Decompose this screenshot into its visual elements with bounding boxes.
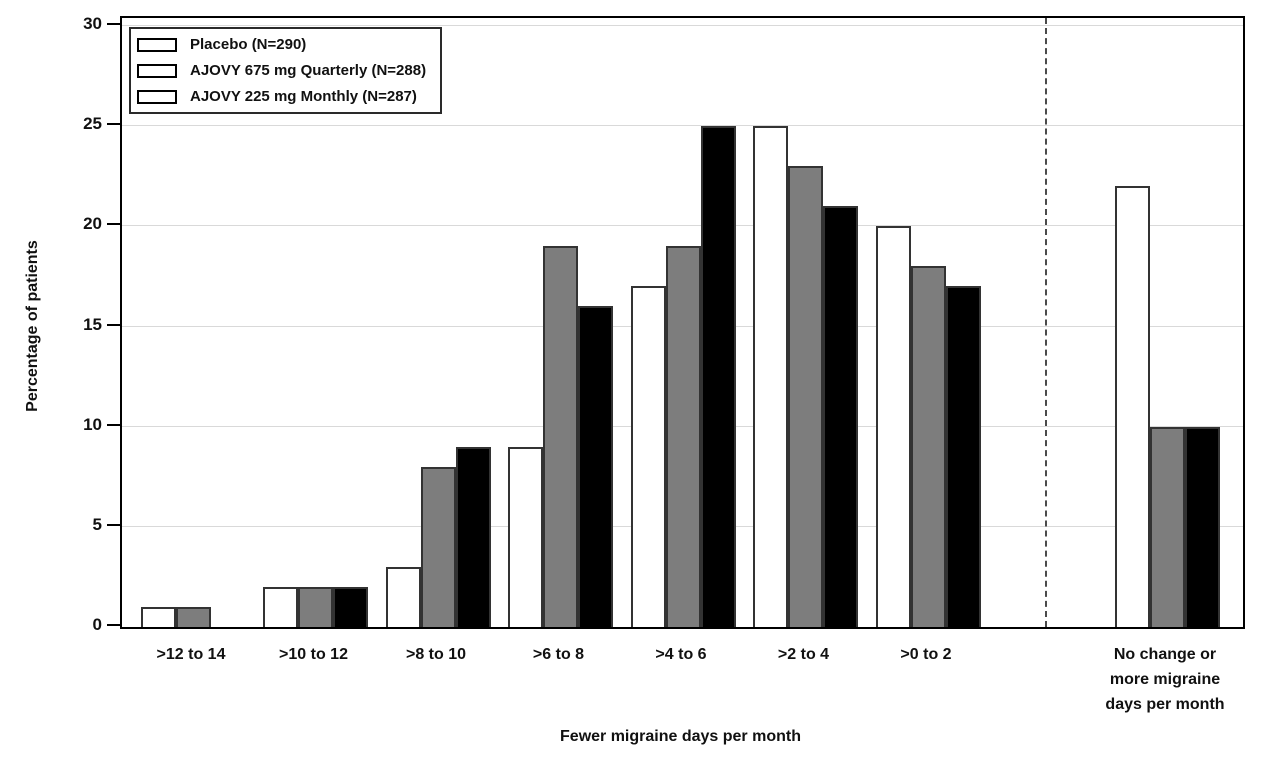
bar xyxy=(578,306,613,627)
bar-group-1 xyxy=(140,606,246,627)
y-tick xyxy=(107,23,120,25)
bar-group-3 xyxy=(385,446,491,627)
bar xyxy=(1184,426,1220,627)
legend-swatch-placebo xyxy=(137,37,177,52)
bar xyxy=(508,446,543,627)
bar xyxy=(175,606,211,627)
bar-group-6 xyxy=(753,126,858,627)
bar xyxy=(823,206,858,627)
legend-item-quarterly: AJOVY 675 mg Quarterly (N=288) xyxy=(137,62,426,79)
bar-group-8 xyxy=(1114,186,1220,627)
bar xyxy=(665,246,701,627)
y-tick xyxy=(107,323,120,326)
y-tick-label: 5 xyxy=(92,514,102,534)
y-tick-label: 0 xyxy=(92,615,102,634)
bar xyxy=(420,466,456,627)
bar xyxy=(910,266,946,627)
plot-area xyxy=(120,16,1245,629)
y-tick xyxy=(107,223,120,226)
gridline-20 xyxy=(122,225,1243,227)
bar xyxy=(263,586,298,627)
legend-swatch-monthly xyxy=(137,89,177,104)
bar-group-4 xyxy=(508,246,613,627)
bar xyxy=(1114,186,1150,627)
bar xyxy=(630,286,666,627)
legend-label: AJOVY 225 mg Monthly (N=287) xyxy=(190,88,417,105)
divider-dashed-line xyxy=(1045,18,1047,627)
y-tick xyxy=(107,624,120,626)
bar xyxy=(788,166,823,627)
y-tick-label: 15 xyxy=(83,314,102,334)
x-category-label: >10 to 12 xyxy=(279,646,348,663)
bar xyxy=(700,126,736,627)
bar xyxy=(945,286,981,627)
y-tick-label: 10 xyxy=(83,414,102,434)
legend-item-placebo: Placebo (N=290) xyxy=(137,36,426,53)
y-axis-title: Percentage of patients xyxy=(24,240,41,412)
y-tick-label: 30 xyxy=(83,14,102,33)
legend-swatch-quarterly xyxy=(137,63,177,78)
x-category-label: >0 to 2 xyxy=(900,646,952,663)
bar xyxy=(1149,426,1185,627)
x-category-label: >2 to 4 xyxy=(777,646,830,663)
y-tick xyxy=(107,423,120,426)
x-category-label: >8 to 10 xyxy=(405,646,467,663)
bar-group-5 xyxy=(630,126,736,627)
bar xyxy=(455,446,491,627)
legend-label: AJOVY 675 mg Quarterly (N=288) xyxy=(190,62,427,79)
x-axis-title: Fewer migraine days per month xyxy=(560,728,801,745)
y-tick xyxy=(107,123,120,126)
bar xyxy=(875,226,911,627)
x-category-label: No change or more migraine days per mont… xyxy=(1105,646,1225,713)
y-tick-label: 20 xyxy=(83,214,102,234)
x-category-label: >12 to 14 xyxy=(156,646,226,663)
legend-label: Placebo (N=290) xyxy=(190,36,307,53)
bar-group-7 xyxy=(875,226,981,627)
gridline-30 xyxy=(122,25,1243,26)
x-category-label: >6 to 8 xyxy=(532,646,585,663)
legend: Placebo (N=290) AJOVY 675 mg Quarterly (… xyxy=(129,27,443,114)
legend-item-monthly: AJOVY 225 mg Monthly (N=287) xyxy=(137,88,426,105)
y-tick-label: 25 xyxy=(83,114,102,134)
gridline-25 xyxy=(122,125,1243,127)
x-category-label: >4 to 6 xyxy=(655,646,707,663)
bar xyxy=(543,246,578,627)
bar xyxy=(140,606,176,627)
bar xyxy=(298,586,333,627)
bar xyxy=(333,586,368,627)
y-tick xyxy=(107,523,120,526)
bar-group-2 xyxy=(263,586,368,627)
bar xyxy=(385,566,421,627)
bar xyxy=(753,126,788,627)
